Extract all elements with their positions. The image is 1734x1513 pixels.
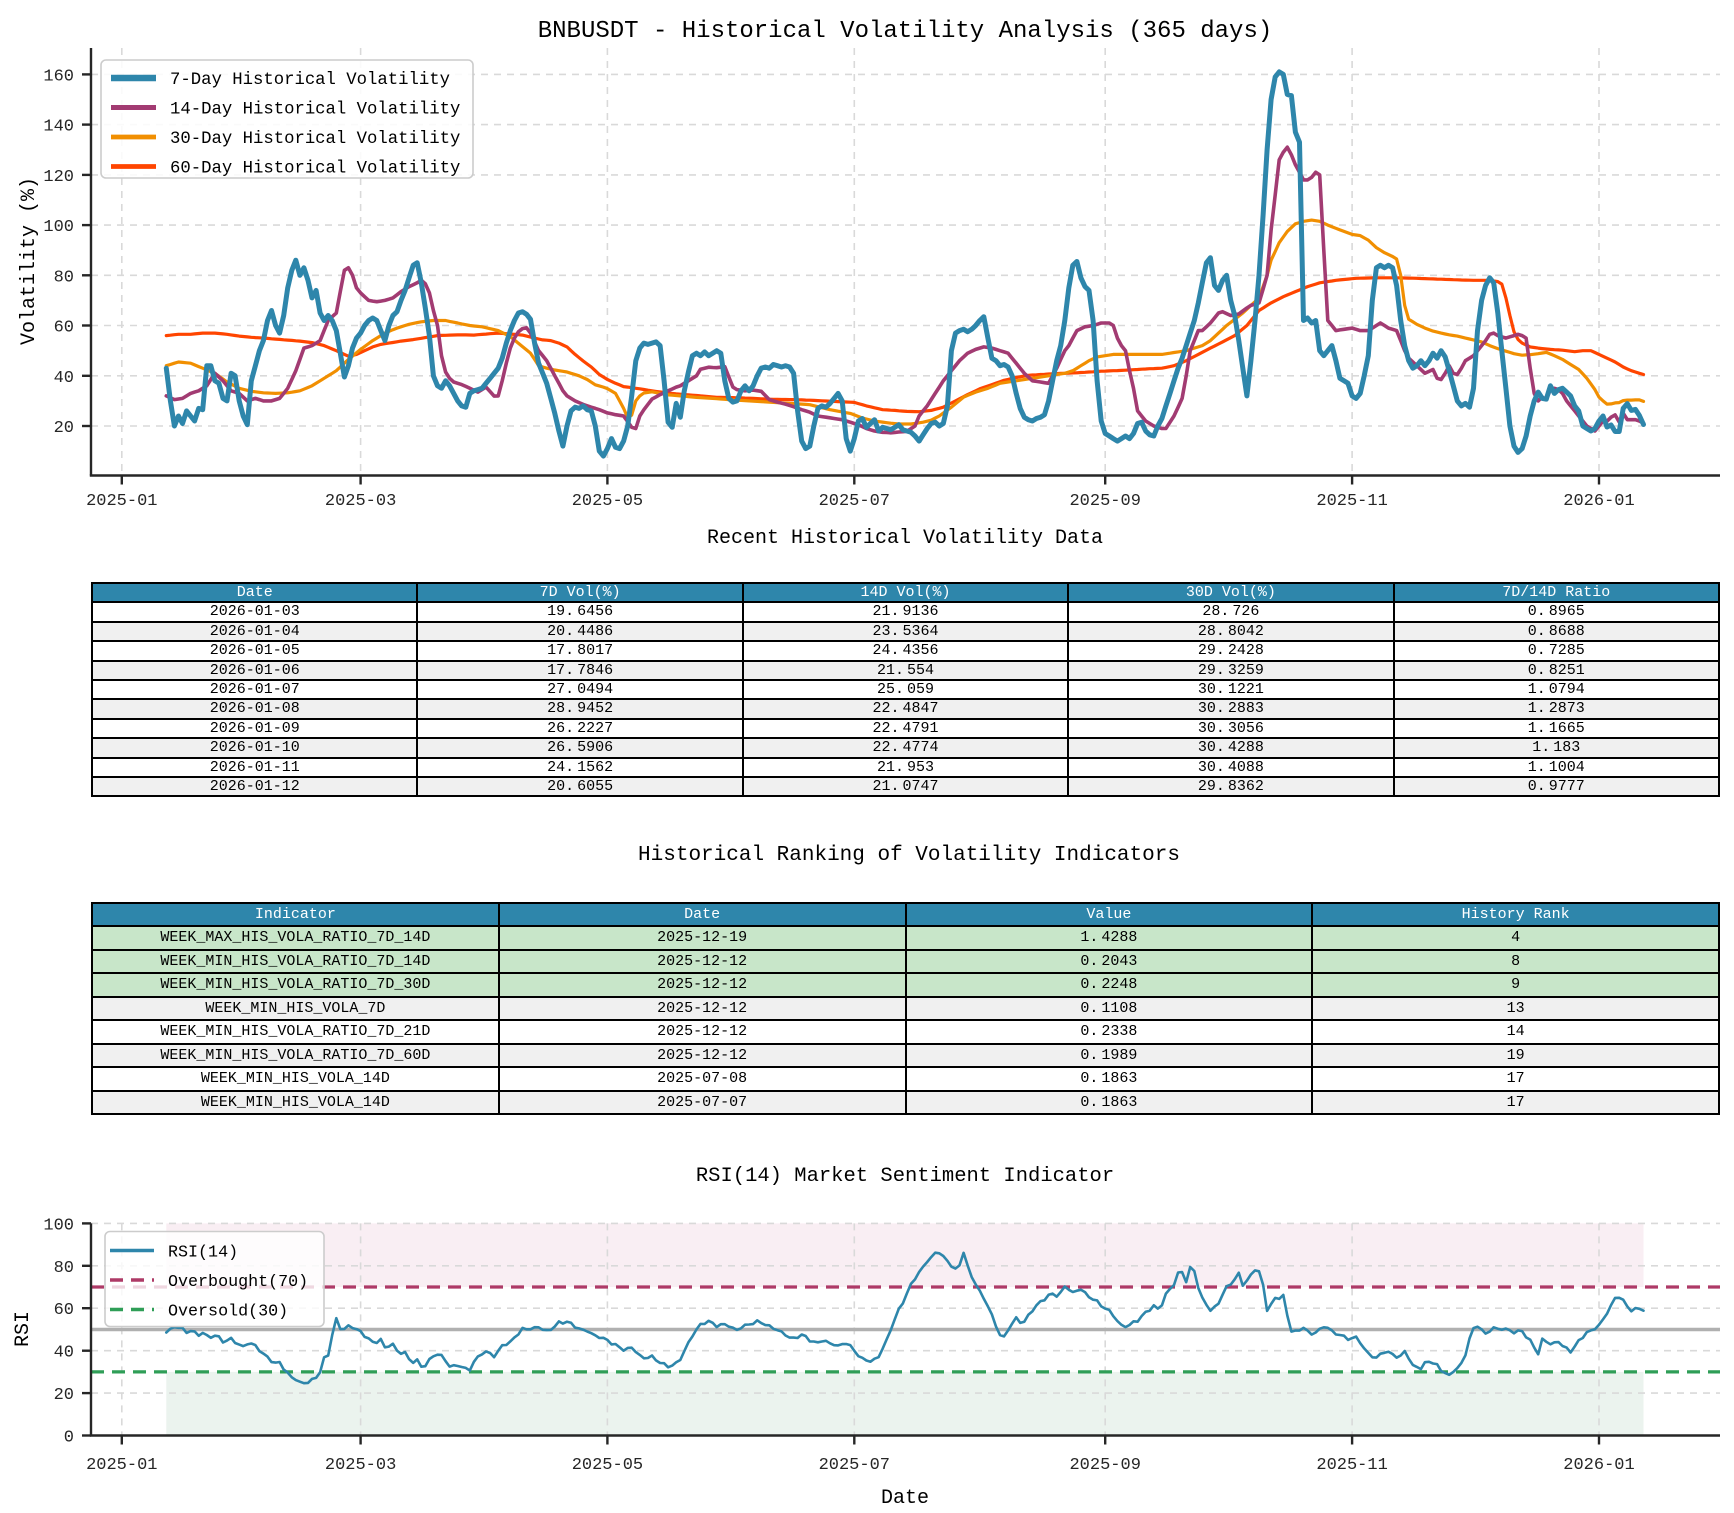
svg-text:Overbought(70): Overbought(70) [168, 1273, 308, 1292]
svg-text:20: 20 [54, 1386, 74, 1405]
svg-text:RSI: RSI [12, 1311, 35, 1347]
svg-text:120: 120 [43, 168, 74, 187]
svg-text:2025-01: 2025-01 [86, 492, 157, 511]
svg-text:Volatility (%): Volatility (%) [18, 177, 41, 345]
svg-text:14-Day Historical Volatility: 14-Day Historical Volatility [170, 101, 460, 120]
svg-text:2025-05: 2025-05 [572, 492, 643, 511]
svg-text:2025-11: 2025-11 [1316, 492, 1387, 511]
svg-text:100: 100 [43, 1216, 74, 1235]
svg-text:7-Day Historical Volatility: 7-Day Historical Volatility [170, 71, 450, 90]
svg-text:2025-01: 2025-01 [86, 1456, 157, 1475]
svg-text:Recent Historical Volatility D: Recent Historical Volatility Data [707, 527, 1103, 550]
svg-text:Historical Ranking of Volatili: Historical Ranking of Volatility Indicat… [638, 844, 1180, 867]
svg-text:2025-09: 2025-09 [1069, 492, 1140, 511]
svg-text:Oversold(30): Oversold(30) [168, 1303, 288, 1322]
svg-text:2025-07: 2025-07 [819, 492, 890, 511]
svg-text:40: 40 [54, 1344, 74, 1363]
svg-text:2026-01: 2026-01 [1563, 492, 1634, 511]
svg-text:80: 80 [54, 1259, 74, 1278]
svg-text:30-Day Historical Volatility: 30-Day Historical Volatility [170, 130, 460, 149]
svg-text:RSI(14): RSI(14) [168, 1244, 238, 1263]
svg-text:2025-03: 2025-03 [325, 1456, 396, 1475]
svg-text:2026-01: 2026-01 [1563, 1456, 1634, 1475]
svg-text:BNBUSDT - Historical Volatilit: BNBUSDT - Historical Volatility Analysis… [538, 18, 1273, 45]
svg-text:2025-05: 2025-05 [572, 1456, 643, 1475]
svg-text:0: 0 [64, 1429, 74, 1448]
svg-text:2025-09: 2025-09 [1069, 1456, 1140, 1475]
svg-text:160: 160 [43, 67, 74, 86]
svg-text:20: 20 [54, 419, 74, 438]
svg-text:140: 140 [43, 118, 74, 137]
svg-text:RSI(14) Market Sentiment Indic: RSI(14) Market Sentiment Indicator [696, 1165, 1114, 1188]
svg-text:80: 80 [54, 268, 74, 287]
svg-text:2025-07: 2025-07 [819, 1456, 890, 1475]
svg-text:60: 60 [54, 1301, 74, 1320]
svg-text:60: 60 [54, 319, 74, 338]
svg-text:40: 40 [54, 369, 74, 388]
svg-text:2025-11: 2025-11 [1316, 1456, 1387, 1475]
svg-text:100: 100 [43, 218, 74, 237]
svg-text:2025-03: 2025-03 [325, 492, 396, 511]
svg-text:60-Day Historical Volatility: 60-Day Historical Volatility [170, 160, 460, 179]
svg-text:Date: Date [881, 1487, 929, 1510]
